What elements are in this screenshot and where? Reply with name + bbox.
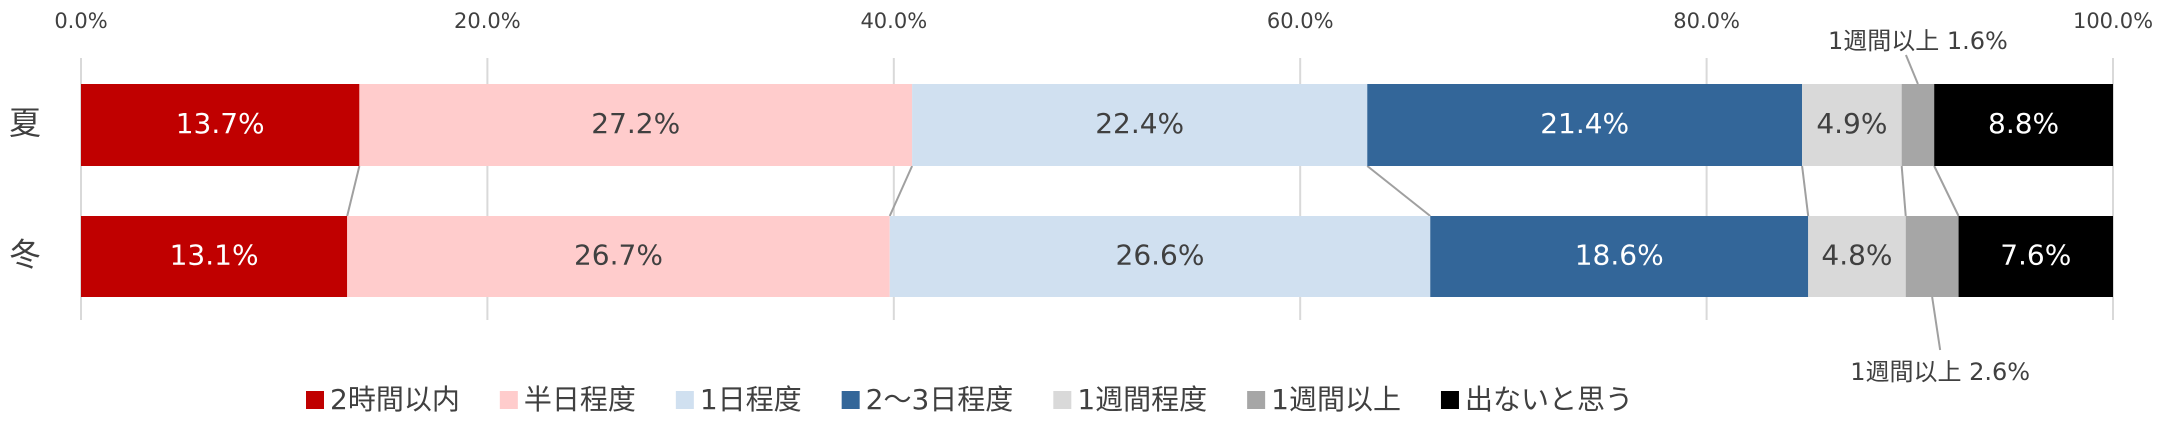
legend-label: 2〜3日程度 xyxy=(866,383,1014,416)
legend-swatch xyxy=(1440,391,1459,409)
bar-segment xyxy=(912,84,1368,166)
bar-segment xyxy=(1958,216,2113,297)
series-line xyxy=(1900,165,1907,217)
bar-segment xyxy=(889,216,1431,297)
bar-segment xyxy=(1901,84,1935,166)
data-label: 18.6% xyxy=(1575,239,1664,272)
series-line xyxy=(888,165,914,217)
x-tick-label: 80.0% xyxy=(1673,9,1740,33)
data-label: 13.1% xyxy=(170,239,259,272)
bar-segment xyxy=(1802,84,1902,166)
data-label: 1週間以上 2.6% xyxy=(1850,358,2030,386)
legend-label: 2時間以内 xyxy=(330,383,460,416)
series-line xyxy=(1933,165,1960,217)
bar-segment xyxy=(1905,216,1959,297)
leader-line xyxy=(1905,54,1919,85)
x-tick-label: 40.0% xyxy=(860,9,927,33)
category-label: 夏 xyxy=(9,104,41,142)
data-label: 22.4% xyxy=(1095,107,1184,140)
x-tick-label: 60.0% xyxy=(1267,9,1334,33)
data-label: 26.6% xyxy=(1116,239,1205,272)
legend-label: 出ないと思う xyxy=(1465,383,1633,416)
legend-swatch xyxy=(306,391,324,409)
data-label: 26.7% xyxy=(574,239,663,272)
leader-line xyxy=(1931,296,1942,351)
legend-swatch xyxy=(675,391,694,409)
data-label: 4.9% xyxy=(1816,107,1887,140)
x-tick-label: 20.0% xyxy=(454,9,521,33)
bar-segment xyxy=(1367,84,1803,166)
legend-swatch xyxy=(841,391,860,409)
bar-segment xyxy=(81,84,360,166)
series-line xyxy=(346,165,361,217)
series-line xyxy=(1801,165,1810,217)
data-label: 13.7% xyxy=(176,107,265,140)
bar-segment xyxy=(81,216,348,297)
legend-label: 1日程度 xyxy=(700,383,802,416)
legend-swatch xyxy=(499,391,518,409)
data-label: 7.6% xyxy=(2000,239,2071,272)
bar-segment xyxy=(1934,84,2113,166)
data-label: 4.8% xyxy=(1821,239,1892,272)
legend-label: 1週間以上 xyxy=(1271,383,1401,416)
x-tick-label: 0.0% xyxy=(54,9,107,33)
data-label: 1週間以上 1.6% xyxy=(1828,27,2008,55)
legend-swatch xyxy=(1053,391,1072,409)
bar-segment xyxy=(359,84,913,166)
bar-segment xyxy=(1808,216,1906,297)
category-label: 冬 xyxy=(9,236,41,274)
data-label: 27.2% xyxy=(591,107,680,140)
bar-segment xyxy=(1430,216,1809,297)
legend-swatch xyxy=(1247,391,1266,409)
data-label: 8.8% xyxy=(1988,107,2059,140)
data-label: 21.4% xyxy=(1540,107,1629,140)
x-tick-label: 100.0% xyxy=(2073,9,2153,33)
legend-label: 1週間程度 xyxy=(1077,383,1207,416)
legend-label: 半日程度 xyxy=(524,383,636,416)
bar-segment xyxy=(347,216,890,297)
series-line xyxy=(1366,165,1431,217)
